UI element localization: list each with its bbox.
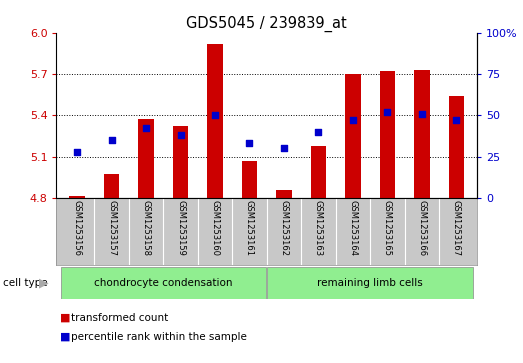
Bar [104, 175, 119, 198]
Bar [70, 196, 85, 198]
Point [418, 111, 426, 117]
Bar [414, 70, 429, 198]
Point [452, 117, 460, 123]
FancyBboxPatch shape [61, 267, 266, 299]
Text: GSM1253161: GSM1253161 [245, 200, 254, 256]
Text: GSM1253162: GSM1253162 [279, 200, 289, 256]
Text: ■: ■ [60, 332, 71, 342]
Bar [276, 189, 292, 198]
Bar [207, 44, 223, 198]
Text: percentile rank within the sample: percentile rank within the sample [71, 332, 246, 342]
Bar [139, 119, 154, 198]
Text: cell type: cell type [3, 278, 47, 288]
Point [142, 126, 150, 131]
Bar [311, 146, 326, 198]
Text: GSM1253156: GSM1253156 [73, 200, 82, 256]
Bar [345, 74, 361, 198]
Point [245, 140, 254, 146]
Point [349, 117, 357, 123]
FancyBboxPatch shape [267, 267, 473, 299]
Point [211, 112, 219, 118]
Point [107, 137, 116, 143]
Text: GSM1253165: GSM1253165 [383, 200, 392, 256]
Text: remaining limb cells: remaining limb cells [317, 278, 423, 288]
Text: chondrocyte condensation: chondrocyte condensation [94, 278, 233, 288]
Text: GSM1253159: GSM1253159 [176, 200, 185, 256]
Text: ■: ■ [60, 313, 71, 323]
Text: GSM1253164: GSM1253164 [348, 200, 357, 256]
Text: GSM1253157: GSM1253157 [107, 200, 116, 256]
Text: GSM1253160: GSM1253160 [211, 200, 220, 256]
Bar [380, 71, 395, 198]
Text: ▶: ▶ [39, 277, 48, 290]
Bar [242, 161, 257, 198]
Text: transformed count: transformed count [71, 313, 168, 323]
Point [73, 149, 82, 155]
Text: GSM1253158: GSM1253158 [142, 200, 151, 256]
Point [383, 109, 392, 115]
Bar [449, 96, 464, 198]
Point [314, 129, 323, 135]
Point [280, 145, 288, 151]
Point [176, 132, 185, 138]
Text: GDS5045 / 239839_at: GDS5045 / 239839_at [186, 16, 347, 32]
Text: GSM1253163: GSM1253163 [314, 200, 323, 256]
Text: GSM1253167: GSM1253167 [452, 200, 461, 256]
Text: GSM1253166: GSM1253166 [417, 200, 426, 256]
Bar [173, 126, 188, 198]
